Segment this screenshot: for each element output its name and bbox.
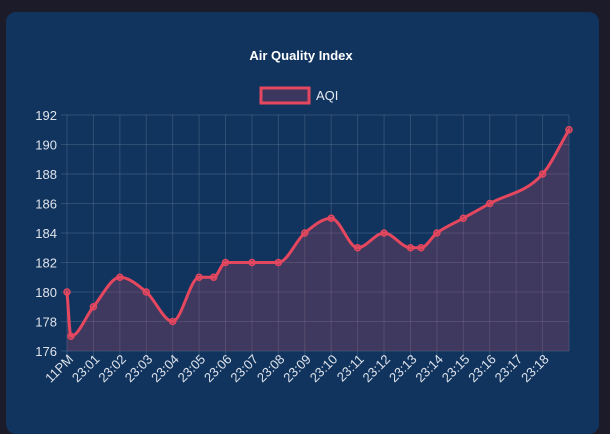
x-tick-label: 23:08 <box>254 352 288 386</box>
legend-label-aqi: AQI <box>316 88 338 103</box>
data-point[interactable] <box>248 258 256 267</box>
data-point[interactable] <box>433 229 441 237</box>
x-tick-label: 23:05 <box>175 352 209 386</box>
data-point[interactable] <box>116 273 124 281</box>
data-point[interactable] <box>406 244 415 252</box>
data-point[interactable] <box>142 288 151 296</box>
x-tick-label: 23:13 <box>386 352 420 386</box>
data-point[interactable] <box>168 317 177 326</box>
chart-title: Air Quality Index <box>249 48 353 63</box>
data-point[interactable] <box>485 199 494 208</box>
data-point[interactable] <box>195 273 203 281</box>
x-tick-label: 23:10 <box>307 352 341 386</box>
y-tick-label: 186 <box>35 197 57 212</box>
x-tick-label: 23:11 <box>334 352 367 385</box>
data-point[interactable] <box>538 170 547 178</box>
series-line-aqi <box>65 128 571 338</box>
data-point[interactable] <box>221 258 230 267</box>
y-axis: 176 178 180 182 184 186 188 190 192 <box>35 108 67 359</box>
data-point[interactable] <box>459 214 468 222</box>
y-tick-label: 190 <box>35 138 57 153</box>
x-tick-label: 23:18 <box>518 352 552 386</box>
x-tick-label: 23:09 <box>280 352 314 386</box>
chart-card <box>6 12 599 434</box>
data-point[interactable] <box>417 244 425 252</box>
y-tick-label: 192 <box>35 108 57 123</box>
y-tick-label: 176 <box>35 344 57 359</box>
y-tick-label: 178 <box>35 315 57 330</box>
x-tick-label: 23:06 <box>201 352 235 386</box>
x-tick-label: 23:14 <box>412 352 446 386</box>
data-point[interactable] <box>89 303 98 311</box>
data-point[interactable] <box>67 332 75 340</box>
data-point[interactable] <box>301 229 309 237</box>
y-tick-label: 180 <box>35 285 57 300</box>
x-tick-label: 23:16 <box>465 352 499 386</box>
data-points <box>63 126 573 340</box>
data-point[interactable] <box>327 214 335 222</box>
x-tick-label: 23:15 <box>439 352 473 386</box>
x-tick-label: 23:03 <box>122 352 156 386</box>
data-point[interactable] <box>380 229 388 237</box>
x-axis: 11PM23:0123:0223:0323:0423:0523:0623:072… <box>42 351 552 385</box>
y-tick-label: 184 <box>35 226 57 241</box>
legend-swatch <box>259 86 311 105</box>
x-tick-label: 23:12 <box>360 352 394 386</box>
legend[interactable]: AQI <box>259 86 338 105</box>
x-tick-label: 23:02 <box>95 352 129 386</box>
data-point[interactable] <box>353 244 362 252</box>
y-tick-label: 188 <box>35 167 57 182</box>
data-point[interactable] <box>63 288 71 296</box>
x-tick-label: 23:07 <box>227 352 261 386</box>
series-area-aqi <box>67 129 569 351</box>
x-tick-label: 23:01 <box>69 352 103 386</box>
data-point[interactable] <box>209 273 218 281</box>
y-tick-label: 182 <box>35 256 57 271</box>
data-point[interactable] <box>274 258 283 267</box>
x-tick-label: 23:04 <box>148 352 182 386</box>
data-point[interactable] <box>565 126 573 134</box>
x-tick-label: 23:17 <box>492 352 526 386</box>
